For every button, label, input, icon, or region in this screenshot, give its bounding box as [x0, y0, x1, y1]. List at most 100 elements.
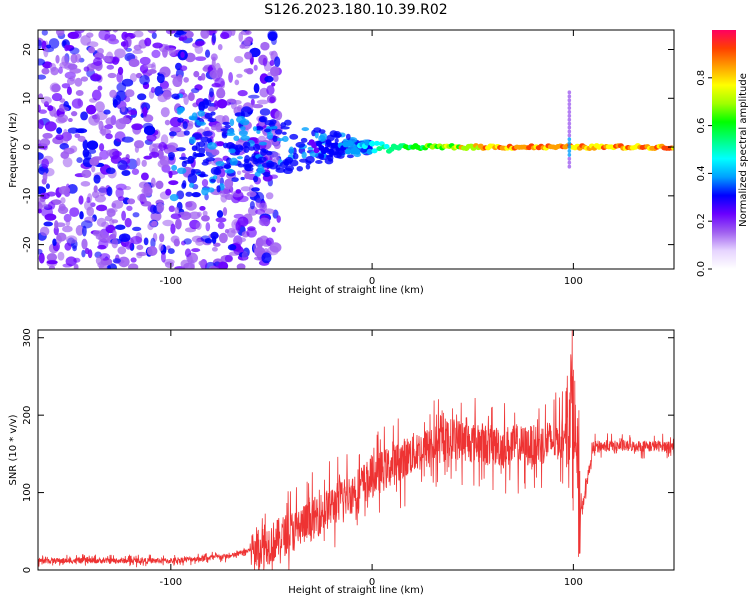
heatmap-cell	[262, 171, 271, 178]
heatmap-cell	[42, 172, 48, 182]
heatmap-cell	[246, 227, 257, 238]
heatmap-cell	[41, 67, 50, 75]
heatmap-cell	[63, 213, 72, 223]
heatmap-cell	[52, 199, 61, 205]
colorbar-tick-label: 0.2	[696, 213, 707, 229]
heatmap-cell	[105, 133, 113, 140]
heatmap-cell	[132, 226, 142, 232]
spectrogram-x-ticks: -100 0 100	[159, 30, 583, 287]
heatmap-cell	[87, 46, 96, 54]
heatmap-cell	[82, 148, 90, 158]
heatmap-cell	[94, 101, 105, 113]
heatmap-cell	[38, 152, 44, 161]
heatmap-cell	[214, 77, 225, 88]
spectrogram-y-tick-label: -10	[22, 188, 33, 204]
heatmap-cell	[38, 119, 44, 130]
heatmap-cell	[97, 235, 110, 242]
colorbar-tick-label: 0.6	[696, 118, 707, 134]
heatmap-cell	[151, 32, 157, 39]
heatmap-cell	[57, 206, 69, 215]
heatmap-cell	[236, 73, 243, 78]
heatmap-cell	[263, 128, 271, 133]
heatmap-cell	[224, 168, 235, 174]
heatmap-cell	[262, 57, 268, 67]
heatmap-cell	[342, 141, 349, 148]
heatmap-cell	[208, 265, 217, 269]
heatmap-cell	[267, 132, 274, 140]
heatmap-cell	[162, 219, 174, 227]
heatmap-cell	[130, 257, 137, 263]
heatmap-cell	[42, 132, 53, 139]
heatmap-cell	[163, 258, 175, 265]
heatmap-cell	[74, 77, 83, 87]
heatmap-cell	[194, 119, 200, 123]
heatmap-cell	[253, 143, 261, 152]
heatmap-cell	[227, 244, 237, 251]
heatmap-cell	[88, 114, 100, 126]
heatmap-cell	[51, 83, 61, 93]
heatmap-cell	[62, 157, 73, 168]
heatmap-cell	[106, 186, 113, 197]
heatmap-cell	[567, 102, 572, 107]
heatmap-cell	[185, 191, 193, 197]
heatmap-cell	[121, 169, 131, 176]
heatmap-cell	[292, 153, 299, 160]
heatmap-cell	[211, 32, 217, 44]
heatmap-cell	[270, 125, 278, 130]
heatmap-cell	[141, 159, 147, 167]
heatmap-cell	[311, 142, 318, 149]
heatmap-cell	[209, 87, 214, 98]
heatmap-cell	[67, 127, 79, 134]
heatmap-cell	[227, 98, 235, 103]
heatmap-cell	[240, 126, 246, 131]
heatmap-cell	[257, 156, 267, 163]
heatmap-cell	[191, 248, 201, 253]
heatmap-cell	[66, 86, 72, 96]
heatmap-cell	[217, 222, 225, 230]
heatmap-cell	[146, 246, 158, 256]
heatmap-cell	[170, 235, 180, 244]
heatmap-cell	[169, 126, 182, 133]
heatmap-cell	[273, 56, 281, 68]
heatmap-cell	[346, 154, 354, 159]
heatmap-cell	[215, 122, 222, 131]
heatmap-cell	[167, 170, 179, 175]
heatmap-cell	[168, 180, 179, 186]
heatmap-cell	[258, 115, 268, 123]
heatmap-cell	[191, 235, 203, 243]
heatmap-cell	[98, 30, 111, 41]
heatmap-cell	[114, 48, 126, 59]
heatmap-cell	[230, 30, 236, 36]
heatmap-cell	[567, 109, 572, 114]
heatmap-cell	[301, 127, 310, 132]
heatmap-cell	[210, 231, 219, 240]
heatmap-cell	[271, 226, 276, 233]
heatmap-cell	[149, 204, 157, 214]
colorbar-label: Normalized spectral amplitude	[738, 73, 749, 227]
heatmap-cell	[199, 205, 206, 211]
heatmap-cell	[273, 142, 281, 150]
heatmap-cell	[191, 192, 201, 198]
heatmap-cell	[126, 205, 133, 212]
heatmap-cell	[92, 72, 99, 80]
heatmap-cell	[75, 224, 84, 236]
heatmap-cell	[80, 35, 91, 46]
heatmap-cell	[259, 108, 271, 116]
heatmap-cell	[216, 87, 226, 99]
heatmap-cell	[124, 96, 131, 103]
heatmap-cell	[105, 167, 116, 175]
heatmap-cell	[334, 133, 342, 138]
heatmap-cell	[112, 150, 122, 157]
snr-x-tick-label: -100	[159, 577, 182, 588]
heatmap-cell	[45, 183, 50, 190]
heatmap-cell	[192, 151, 198, 160]
heatmap-cell	[202, 130, 213, 137]
heatmap-cell	[182, 121, 188, 129]
heatmap-cell	[249, 200, 255, 210]
heatmap-cell	[134, 145, 139, 153]
heatmap-cell	[167, 152, 175, 159]
heatmap-cell	[224, 254, 234, 263]
heatmap-cell	[38, 58, 46, 66]
heatmap-cell	[231, 177, 239, 183]
